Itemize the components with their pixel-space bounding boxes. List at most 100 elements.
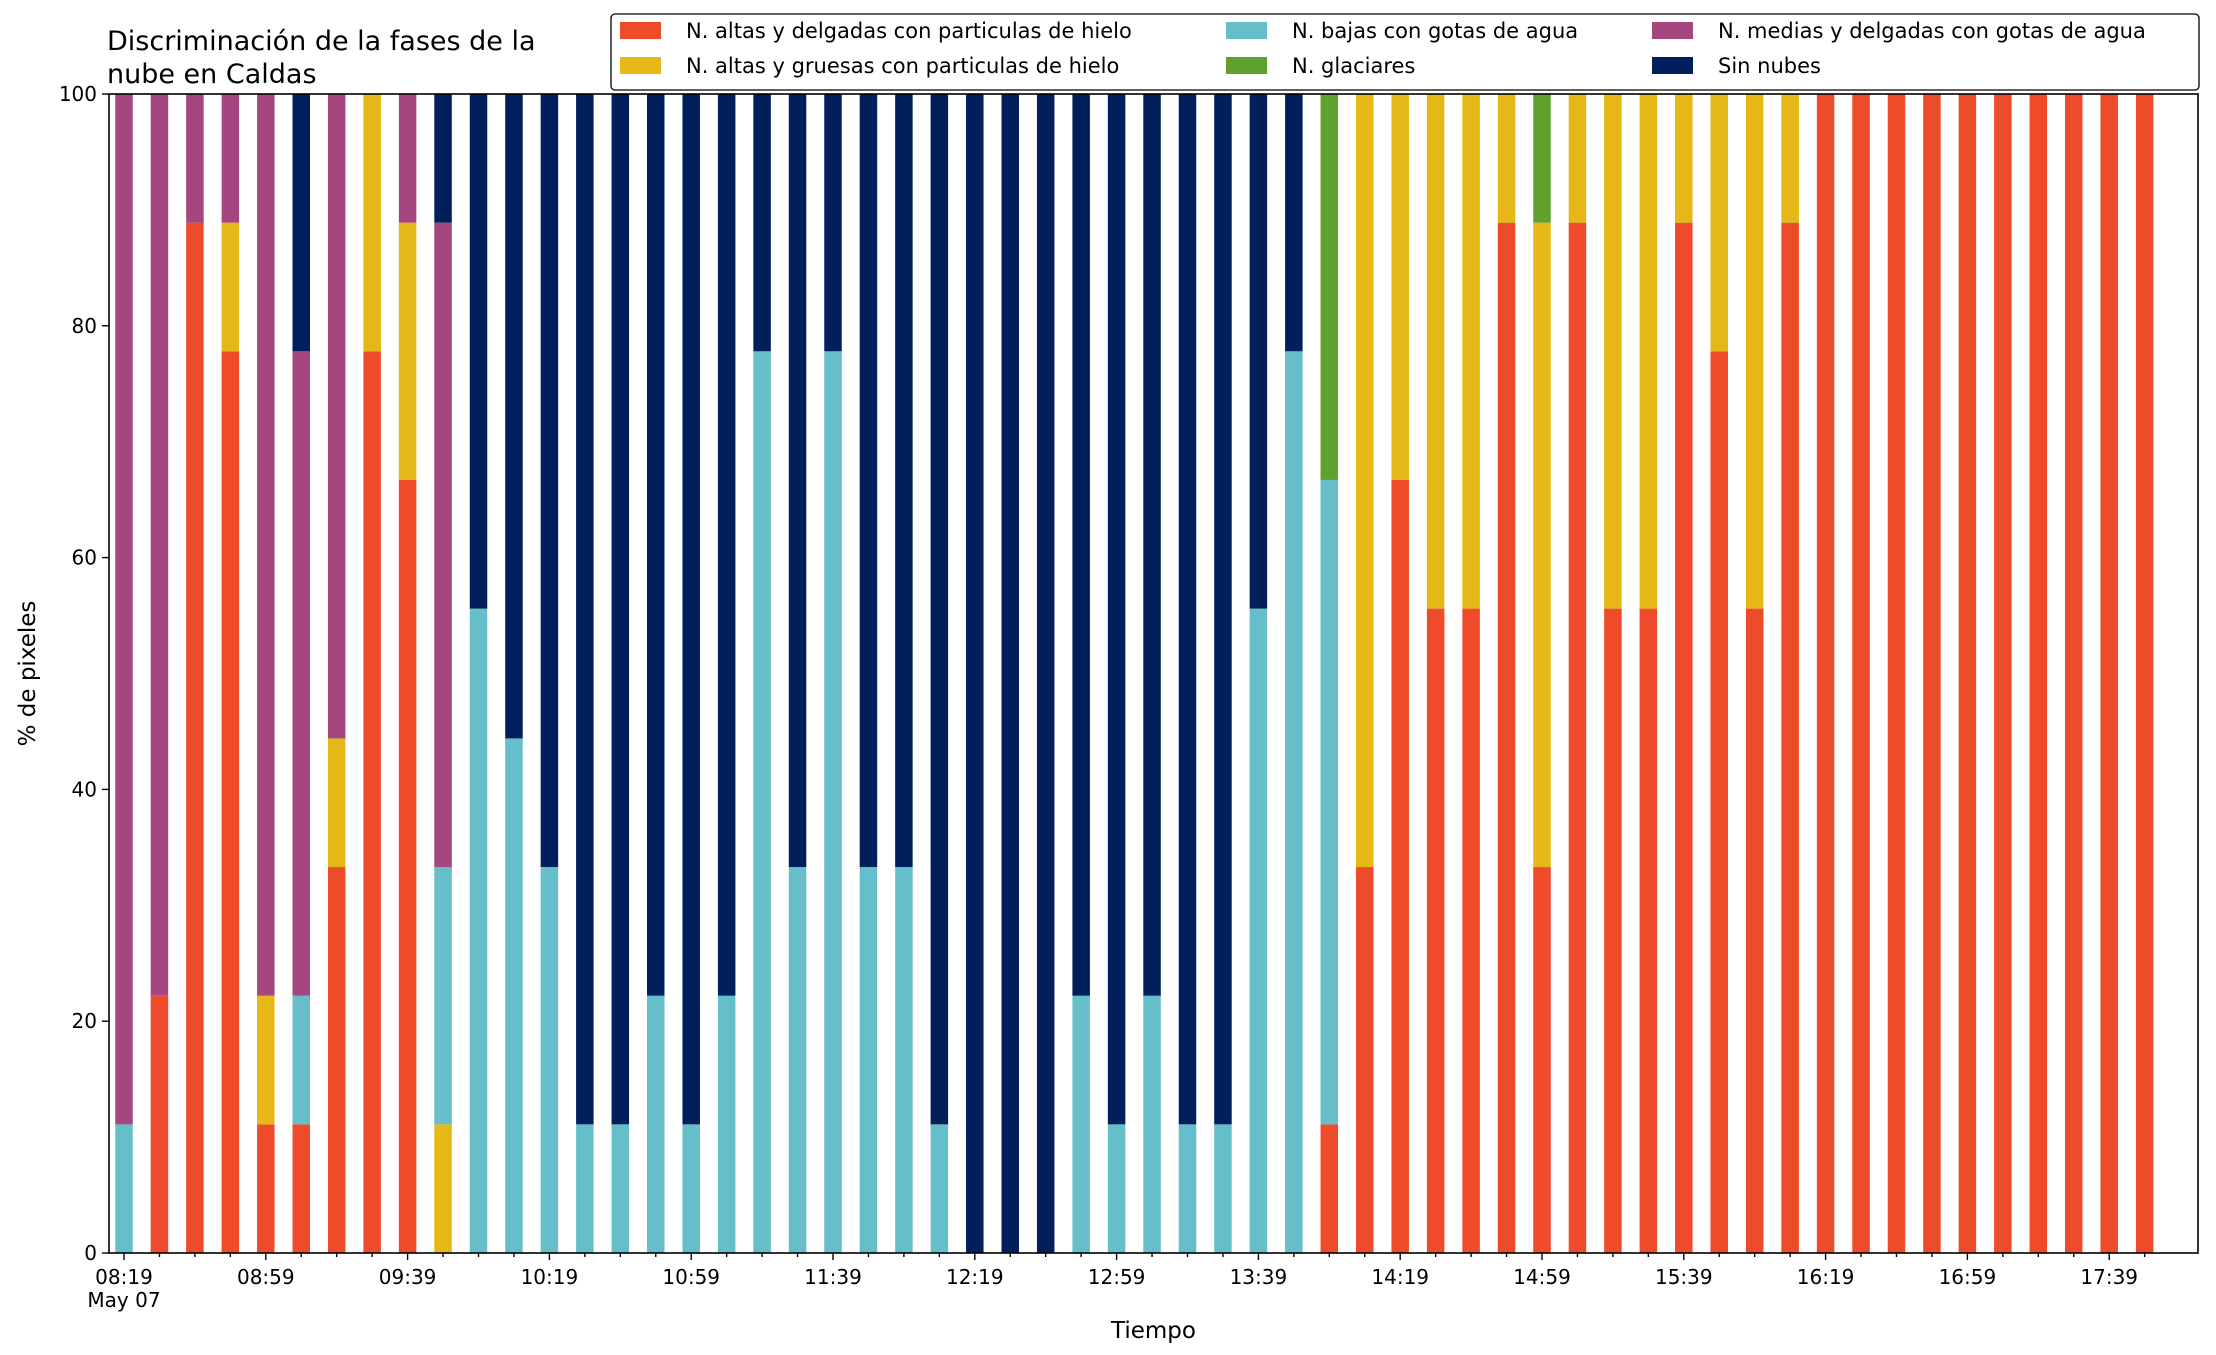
bar-segment [930, 1124, 949, 1253]
bar-segment [150, 995, 169, 1253]
bars [115, 94, 2154, 1253]
bar-segment [434, 222, 452, 868]
legend-label: N. altas y gruesas con particulas de hie… [686, 54, 1119, 78]
bar-segment [434, 867, 452, 1125]
bar-segment [1249, 608, 1268, 1253]
bar-segment [2135, 94, 2154, 1253]
bar-segment [895, 94, 913, 868]
bar-segment [1320, 1124, 1339, 1253]
bar-segment [1497, 222, 1516, 1253]
bar-segment [1072, 995, 1090, 1253]
axes-frame [108, 93, 2199, 1254]
legend-swatch [620, 22, 661, 39]
chart-title: Discriminación de la fases de la nube en … [107, 26, 536, 90]
x-tick-label: 10:59 [662, 1265, 720, 1289]
bar-segment [2029, 94, 2048, 1253]
bar-segment [1356, 867, 1374, 1253]
legend: N. altas y delgadas con particulas de hi… [610, 13, 2200, 91]
x-tick-label: 14:19 [1371, 1265, 1429, 1289]
bar-segment [434, 94, 452, 223]
bar-segment [434, 1124, 452, 1253]
bar-segment [257, 995, 275, 1125]
bar-segment [186, 222, 204, 1253]
bar-segment [1533, 222, 1551, 868]
y-tick-label: 40 [72, 777, 97, 801]
bar-segment [1887, 94, 1906, 1253]
bar-segment [1604, 94, 1622, 609]
bar-segment [327, 94, 346, 739]
bar-segment [1143, 995, 1161, 1253]
bar-segment [1356, 94, 1374, 868]
bar-segment [327, 738, 346, 868]
bar-segment [2100, 94, 2118, 1253]
bar-segment [859, 94, 878, 868]
bar-segment [398, 479, 417, 1253]
bar-segment [611, 1124, 630, 1253]
bar-segment [221, 351, 240, 1253]
bar-segment [682, 94, 700, 1125]
bar-segment [1923, 94, 1941, 1253]
bar-segment [1745, 608, 1764, 1253]
bar-segment [221, 222, 240, 352]
bar-segment [1994, 94, 2012, 1253]
x-tick-label: 12:19 [946, 1265, 1004, 1289]
bar-segment [576, 1124, 594, 1253]
y-axis-label: % de pixeles [15, 601, 41, 747]
bar-segment [540, 94, 559, 868]
legend-label: N. bajas con gotas de agua [1292, 19, 1578, 43]
x-tick-label: 16:19 [1797, 1265, 1855, 1289]
bar-segment [788, 94, 807, 868]
bar-segment [1710, 94, 1728, 352]
bar-segment [753, 94, 771, 352]
x-tick-label: 13:39 [1230, 1265, 1288, 1289]
y-tick-label: 100 [59, 82, 97, 106]
bar-segment [682, 1124, 700, 1253]
bar-segment [1214, 1124, 1232, 1253]
bar-segment [1320, 94, 1339, 480]
bar-segment [1852, 94, 1870, 1253]
x-tick-label: 17:39 [2080, 1265, 2138, 1289]
bar-segment [1568, 94, 1587, 223]
x-tick-label: 08:59 [237, 1265, 295, 1289]
bar-segment [257, 1124, 275, 1253]
bar-segment [1285, 351, 1303, 1253]
bar-segment [717, 995, 736, 1253]
bar-segment [540, 867, 559, 1253]
bar-segment [859, 867, 878, 1253]
bar-segment [1604, 608, 1622, 1253]
bar-segment [1639, 608, 1658, 1253]
bar-segment [221, 94, 240, 223]
x-tick-label: 14:59 [1513, 1265, 1571, 1289]
bar-segment [398, 94, 417, 223]
bar-segment [1036, 94, 1055, 1253]
bar-segment [753, 351, 771, 1253]
axes [108, 93, 2199, 1254]
bar-segment [1391, 479, 1409, 1253]
bar-segment [1001, 94, 1019, 1253]
bar-segment [292, 1124, 310, 1253]
bar-segment [1533, 867, 1551, 1253]
bar-segment [611, 94, 630, 1125]
bar-segment [1568, 222, 1587, 1253]
bar-segment [1675, 222, 1693, 1253]
bar-segment [115, 1124, 133, 1253]
bar-segment [292, 351, 310, 996]
bar-segment [717, 94, 736, 996]
bar-segment [505, 738, 523, 1253]
bar-segment [2065, 94, 2083, 1253]
bar-segment [1426, 608, 1445, 1253]
bar-segment [1107, 1124, 1126, 1253]
x-tick-label: 08:19 May 07 [87, 1265, 160, 1312]
bar-segment [115, 94, 133, 1125]
bar-segment [505, 94, 523, 739]
legend-swatch [1652, 57, 1693, 74]
bar-segment [469, 608, 488, 1253]
x-tick-label: 09:39 [379, 1265, 437, 1289]
legend-box [610, 13, 2200, 91]
legend-swatch [1226, 22, 1267, 39]
legend-label: N. medias y delgadas con gotas de agua [1718, 19, 2146, 43]
y-tick-label: 60 [72, 546, 97, 570]
bar-segment [150, 94, 169, 996]
bar-segment [1143, 94, 1161, 996]
